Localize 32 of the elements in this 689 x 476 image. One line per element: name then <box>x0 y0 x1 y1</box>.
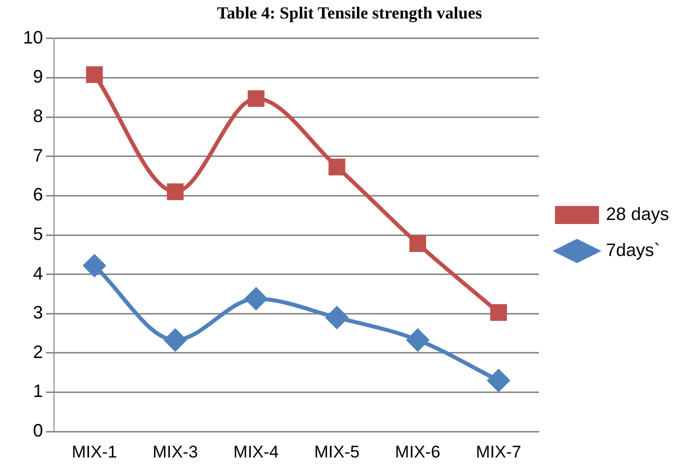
point <box>328 158 346 176</box>
point <box>488 369 510 392</box>
y-tick-label: 2 <box>33 342 44 362</box>
point <box>248 90 264 107</box>
y-tick-label: 8 <box>33 106 44 126</box>
x-tick-label: MIX-5 <box>314 442 360 462</box>
y-tick-label: 6 <box>33 184 44 205</box>
point <box>166 183 184 200</box>
y-tick-label: 4 <box>33 263 44 284</box>
x-tick-label: MIX-4 <box>233 442 279 462</box>
chart-title: Table 4: Split Tensile strength values <box>217 4 482 23</box>
y-tick-label: 0 <box>33 420 44 441</box>
point <box>83 254 106 277</box>
x-tick-label: MIX-1 <box>72 442 118 462</box>
point <box>164 328 186 351</box>
x-tick-label: MIX-6 <box>395 442 440 462</box>
y-tick-label: 9 <box>33 66 44 87</box>
point <box>86 66 103 83</box>
point <box>409 235 426 252</box>
y-tick-label: 5 <box>33 224 44 244</box>
legend-label: 7days` <box>606 240 660 260</box>
point <box>326 306 348 329</box>
legend-label: 28 days <box>606 204 670 224</box>
point <box>490 304 507 321</box>
y-tick-label: 7 <box>33 145 44 166</box>
y-tick-label: 10 <box>22 27 44 48</box>
point <box>245 288 268 310</box>
x-tick-label: MIX-3 <box>152 442 198 462</box>
x-tick-label: MIX-7 <box>476 442 522 462</box>
y-tick-label: 3 <box>33 302 44 323</box>
point <box>406 328 429 351</box>
y-tick-label: 1 <box>33 381 44 402</box>
